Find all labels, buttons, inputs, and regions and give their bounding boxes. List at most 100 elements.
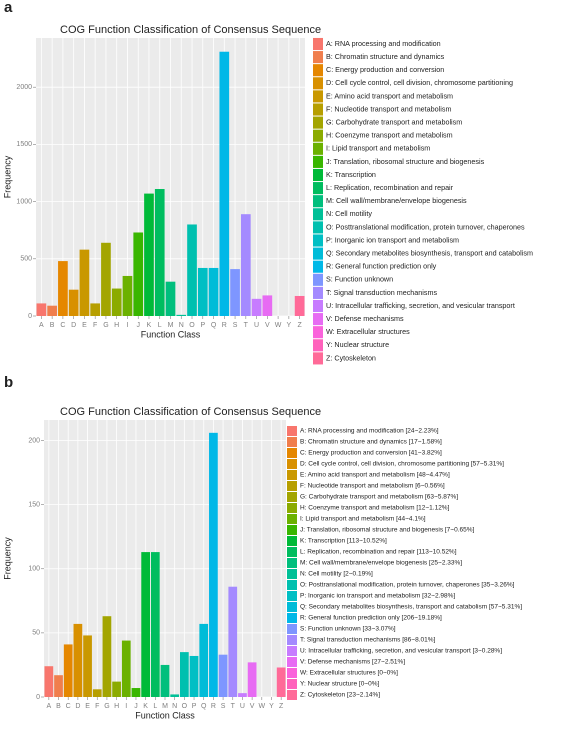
- legend-key: [287, 657, 297, 667]
- y-tick-label: 1000: [16, 198, 32, 205]
- legend-label: I: Lipid transport and metabolism [44~4.…: [300, 516, 426, 523]
- legend-key: [287, 624, 297, 634]
- x-axis-label: Function Class: [135, 710, 195, 720]
- panel-label: b: [4, 374, 13, 391]
- legend-label: C: Energy production and conversion [41~…: [300, 450, 442, 457]
- y-tick-label: 1500: [16, 141, 32, 148]
- x-tick-label: D: [75, 703, 80, 710]
- legend-label: E: Amino acid transport and metabolism […: [300, 472, 450, 479]
- legend-key: [287, 437, 297, 447]
- legend-label: W: Extracellular structures [0~0%]: [300, 670, 398, 677]
- legend-key: [313, 129, 323, 142]
- bar: [240, 214, 251, 316]
- legend-label: V: Defense mechanisms [27~2.51%]: [300, 659, 405, 666]
- legend-key: [287, 602, 297, 612]
- bar: [218, 654, 228, 697]
- x-tick-label: G: [104, 703, 109, 710]
- bar: [197, 267, 208, 316]
- x-tick-label: R: [222, 322, 227, 329]
- legend-label: D: Cell cycle control, cell division, ch…: [300, 461, 504, 468]
- legend-label: J: Translation, ribosomal structure and …: [300, 527, 475, 534]
- bar: [79, 249, 90, 316]
- bar: [112, 681, 121, 697]
- legend-key: [313, 234, 323, 247]
- legend-label: Y: Nuclear structure: [326, 340, 389, 349]
- x-tick-label: C: [60, 322, 65, 329]
- x-tick-label: L: [153, 703, 157, 710]
- y-tick-label: 50: [32, 630, 40, 637]
- x-tick-label: O: [189, 322, 195, 329]
- y-tick-label: 200: [28, 437, 40, 444]
- x-tick-label: K: [143, 703, 148, 710]
- x-tick-label: T: [231, 703, 236, 710]
- bar: [111, 288, 122, 316]
- chart-title: COG Function Classification of Consensus…: [60, 24, 321, 36]
- x-tick-label: S: [233, 322, 238, 329]
- legend-label: B: Chromatin structure and dynamics [17~…: [300, 439, 442, 446]
- bar: [68, 289, 79, 316]
- x-tick-label: I: [125, 703, 127, 710]
- legend-key: [313, 208, 323, 221]
- bar: [251, 298, 262, 316]
- legend-key: [287, 558, 297, 568]
- bar: [63, 644, 73, 697]
- bar: [141, 552, 150, 697]
- bar: [150, 552, 160, 697]
- legend-key: [313, 339, 323, 352]
- bar: [170, 694, 180, 697]
- legend-key: [313, 103, 323, 116]
- legend-label: J: Translation, ribosomal structure and …: [326, 157, 485, 166]
- legend-key: [287, 668, 297, 678]
- bar: [160, 664, 170, 697]
- chart-title: COG Function Classification of Consensus…: [60, 406, 321, 418]
- y-axis-label: Frequency: [2, 537, 12, 580]
- bar: [73, 623, 83, 697]
- legend-label: I: Lipid transport and metabolism: [326, 144, 430, 153]
- x-tick-label: L: [158, 322, 162, 329]
- x-tick-label: V: [265, 322, 270, 329]
- x-tick-label: K: [147, 322, 152, 329]
- legend-key: [287, 426, 297, 436]
- bar: [208, 267, 219, 316]
- x-tick-label: O: [182, 703, 188, 710]
- legend-label: W: Extracellular structures: [326, 327, 410, 336]
- bar: [199, 623, 209, 697]
- legend-key: [313, 247, 323, 260]
- legend-key: [287, 525, 297, 535]
- legend-label: F: Nucleotide transport and metabolism: [326, 104, 451, 113]
- panel-label: a: [4, 0, 13, 16]
- x-tick-label: V: [250, 703, 255, 710]
- x-tick-label: F: [93, 322, 97, 329]
- legend-label: E: Amino acid transport and metabolism: [326, 91, 453, 100]
- x-tick-label: H: [114, 703, 119, 710]
- legend-key: [287, 536, 297, 546]
- legend-label: S: Function unknown [33~3.07%]: [300, 626, 396, 633]
- legend-label: N: Cell motility [2~0.19%]: [300, 571, 373, 578]
- legend-label: G: Carbohydrate transport and metabolism: [326, 118, 462, 127]
- legend-label: O: Posttranslational modification, prote…: [326, 222, 525, 231]
- x-tick-label: C: [66, 703, 71, 710]
- legend-label: P: Inorganic ion transport and metabolis…: [300, 593, 455, 600]
- legend-key: [313, 313, 323, 326]
- legend-label: H: Coenzyme transport and metabolism [12…: [300, 505, 450, 512]
- x-tick-label: T: [244, 322, 249, 329]
- bar: [276, 667, 286, 697]
- y-tick-label: 500: [20, 256, 32, 263]
- x-tick-label: G: [103, 322, 108, 329]
- x-tick-label: A: [47, 703, 52, 710]
- legend-label: M: Cell wall/membrane/envelope biogenesi…: [326, 196, 467, 205]
- legend-key: [287, 580, 297, 590]
- legend-key: [313, 116, 323, 129]
- legend-label: G: Carbohydrate transport and metabolism…: [300, 494, 458, 501]
- legend-key: [287, 569, 297, 579]
- x-tick-label: W: [258, 703, 265, 710]
- legend-label: A: RNA processing and modification [24~2…: [300, 428, 439, 435]
- legend-key: [287, 492, 297, 502]
- bar: [176, 314, 187, 316]
- legend-label: M: Cell wall/membrane/envelope biogenesi…: [300, 560, 462, 567]
- legend-label: Z: Cytoskeleton: [326, 353, 376, 362]
- bar: [92, 689, 102, 697]
- bar: [180, 652, 189, 697]
- legend-label: H: Coenzyme transport and metabolism: [326, 131, 453, 140]
